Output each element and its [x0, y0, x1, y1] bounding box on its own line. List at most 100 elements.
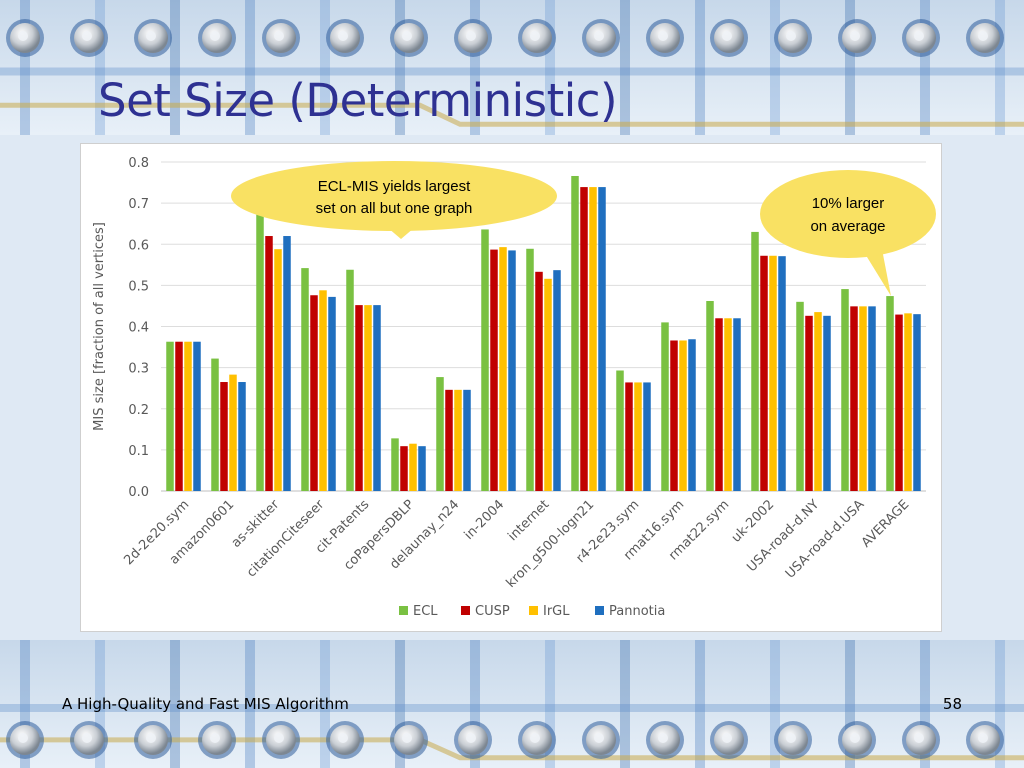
x-category-label: in-2004 — [462, 497, 508, 543]
bar-ecl — [526, 248, 534, 491]
bar-pannotia — [418, 446, 426, 491]
callout-bubble — [760, 170, 936, 258]
bar-ecl — [616, 370, 624, 491]
bar-pannotia — [463, 389, 471, 491]
bar-cusp — [490, 249, 498, 491]
bar-cusp — [265, 236, 273, 491]
y-tick-label: 0.2 — [128, 403, 149, 418]
bar-irgl — [229, 374, 237, 491]
bar-pannotia — [598, 187, 606, 491]
y-tick-label: 0.4 — [128, 321, 149, 336]
bar-ecl — [301, 268, 309, 491]
legend-swatch — [399, 606, 408, 615]
bar-irgl — [274, 249, 282, 491]
bar-ecl — [346, 269, 354, 491]
bar-ecl — [661, 322, 669, 491]
page-number: 58 — [942, 695, 962, 713]
bar-pannotia — [733, 318, 741, 491]
bar-irgl — [544, 278, 552, 491]
bar-cusp — [400, 446, 408, 491]
bar-cusp — [850, 306, 858, 491]
legend-label: CUSP — [475, 604, 510, 619]
bar-cusp — [355, 305, 363, 491]
bar-irgl — [634, 382, 642, 491]
bar-irgl — [679, 340, 687, 491]
bar-irgl — [499, 247, 507, 491]
bar-irgl — [859, 306, 867, 491]
bar-pannotia — [643, 382, 651, 491]
callout-text: on average — [810, 218, 885, 235]
bar-ecl — [886, 296, 894, 491]
circuit-board-header-image — [0, 0, 1024, 135]
bar-cusp — [760, 255, 768, 491]
bar-pannotia — [193, 341, 201, 491]
bar-irgl — [454, 389, 462, 491]
bar-cusp — [175, 341, 183, 491]
y-tick-label: 0.3 — [128, 362, 149, 377]
bar-pannotia — [778, 256, 786, 491]
legend-swatch — [461, 606, 470, 615]
bar-cusp — [625, 382, 633, 491]
bar-irgl — [904, 313, 912, 491]
bar-pannotia — [373, 305, 381, 491]
bar-cusp — [895, 314, 903, 491]
bar-ecl — [841, 289, 849, 491]
bar-ecl — [166, 341, 174, 491]
bar-irgl — [769, 255, 777, 491]
bar-pannotia — [283, 236, 291, 491]
slide-title: Set Size (Deterministic) — [98, 74, 618, 127]
bar-ecl — [796, 301, 804, 491]
legend-label: Pannotia — [609, 604, 665, 619]
bar-pannotia — [553, 270, 561, 491]
y-tick-label: 0.7 — [128, 197, 149, 212]
bar-irgl — [364, 305, 372, 491]
callout-bubble — [231, 161, 557, 231]
bar-cusp — [445, 389, 453, 491]
bar-ecl — [751, 231, 759, 491]
bar-cusp — [805, 315, 813, 491]
bar-irgl — [814, 312, 822, 491]
callout-text: ECL-MIS yields largest — [318, 178, 471, 195]
chart-panel: 0.0 0.1 0.2 0.3 0.4 0.5 0.6 0.7 0.8 MIS size [fra… — [80, 143, 942, 632]
y-tick-label: 0.5 — [128, 279, 149, 294]
bar-pannotia — [823, 315, 831, 491]
bar-irgl — [319, 290, 327, 491]
bar-cusp — [310, 295, 318, 491]
legend-swatch — [595, 606, 604, 615]
bar-pannotia — [688, 339, 696, 491]
bar-cusp — [580, 187, 588, 491]
y-axis-label: MIS size [fraction of all vertices] — [92, 222, 107, 431]
x-category-label: internet — [505, 497, 552, 544]
x-category-label: citationCiteseer — [244, 497, 328, 581]
bar-pannotia — [508, 250, 516, 491]
y-tick-label: 0.8 — [128, 156, 149, 171]
y-tick-label: 0.0 — [128, 485, 149, 500]
bar-cusp — [535, 271, 543, 491]
bar-cusp — [715, 318, 723, 491]
x-category-label: USA-road-d.USA — [783, 497, 868, 582]
callout-text: 10% larger — [812, 195, 885, 212]
bar-chart: 0.0 0.1 0.2 0.3 0.4 0.5 0.6 0.7 0.8 MIS size [fra… — [92, 156, 936, 619]
callout-tail — [859, 244, 891, 296]
bar-ecl — [571, 175, 579, 492]
x-category-label: AVERAGE — [859, 497, 912, 550]
bar-pannotia — [868, 306, 876, 491]
bar-ecl — [211, 358, 219, 491]
legend-label: IrGL — [543, 604, 570, 619]
bar-ecl — [436, 377, 444, 491]
bar-pannotia — [238, 382, 246, 491]
callout-text: set on all but one graph — [316, 200, 473, 217]
bar-cusp — [670, 340, 678, 491]
bar-pannotia — [913, 314, 921, 491]
bar-pannotia — [328, 296, 336, 491]
bar-irgl — [724, 318, 732, 491]
circuit-board-footer-image — [0, 640, 1024, 768]
y-tick-label: 0.6 — [128, 238, 149, 253]
bar-ecl — [481, 229, 489, 491]
bar-irgl — [409, 443, 417, 491]
bar-ecl — [706, 301, 714, 491]
bar-cusp — [220, 382, 228, 491]
y-tick-label: 0.1 — [128, 444, 149, 459]
bar-irgl — [589, 187, 597, 491]
bar-ecl — [391, 438, 399, 491]
